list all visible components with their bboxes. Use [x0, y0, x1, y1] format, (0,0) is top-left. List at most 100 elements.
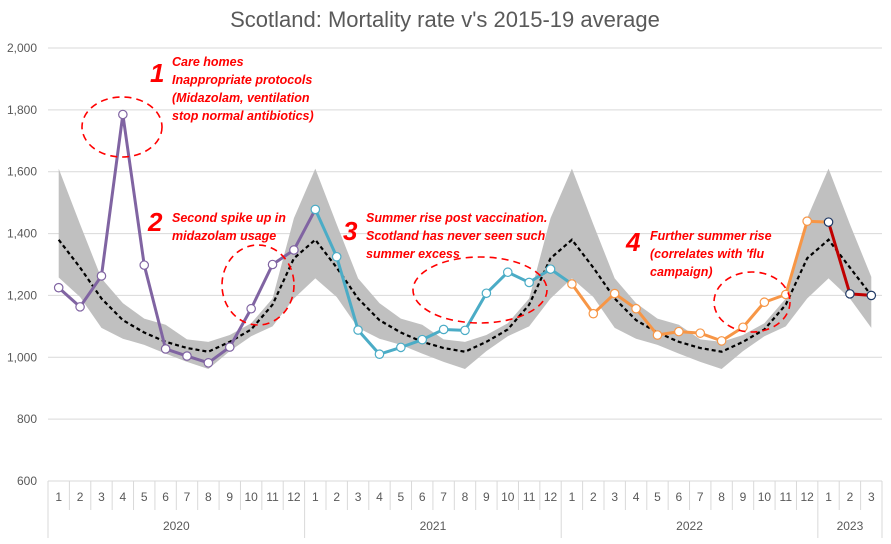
x-month-label: 1	[55, 490, 62, 504]
x-month-label: 8	[718, 490, 725, 504]
x-month-label: 6	[162, 490, 169, 504]
x-month-label: 9	[740, 490, 747, 504]
x-year-label: 2021	[420, 519, 447, 533]
annotation-text: Inappropriate protocols	[172, 73, 312, 87]
data-point-2020	[182, 351, 192, 361]
y-tick-label: 1,000	[7, 350, 37, 364]
x-month-label: 8	[462, 490, 469, 504]
data-point-2022	[716, 336, 727, 346]
x-month-label: 2	[333, 490, 340, 504]
data-point-2022	[567, 279, 577, 289]
annotation-text: Care homes	[172, 55, 244, 69]
annotations: 1 Care homes Inappropriate protocols (Midaz…	[81, 55, 791, 333]
x-month-label: 2	[77, 490, 84, 504]
annotation-ellipse	[412, 256, 548, 324]
x-month-label: 8	[205, 490, 212, 504]
data-point-2021	[331, 251, 342, 262]
x-month-label: 3	[98, 490, 105, 504]
x-month-label: 12	[544, 490, 558, 504]
x-month-label: 5	[141, 490, 148, 504]
x-month-label: 1	[825, 490, 832, 504]
data-point-2021	[545, 264, 556, 274]
y-tick-label: 1,600	[7, 165, 37, 179]
data-point-2021	[353, 325, 363, 335]
data-point-2021	[438, 324, 449, 335]
data-point-2020	[246, 303, 256, 314]
data-point-2021	[524, 277, 534, 288]
y-tick-label: 1,200	[7, 288, 37, 302]
annotation-ellipse	[713, 271, 791, 333]
x-month-label: 1	[569, 490, 576, 504]
x-month-label: 4	[633, 490, 640, 504]
x-month-label: 5	[398, 490, 405, 504]
x-month-label: 9	[226, 490, 233, 504]
chart-title: Scotland: Mortality rate v's 2015-19 ave…	[230, 7, 660, 32]
x-month-label: 12	[287, 490, 301, 504]
data-point-2023	[866, 290, 877, 301]
annotation-ellipse	[221, 244, 295, 326]
data-point-2022	[652, 330, 663, 340]
data-point-2021	[374, 349, 385, 359]
x-month-label: 7	[440, 490, 447, 504]
range-band	[58, 168, 872, 370]
y-tick-label: 1,400	[7, 227, 37, 241]
data-point-2020	[289, 245, 299, 255]
annotation-number: 1	[150, 58, 164, 88]
data-point-2021	[310, 204, 321, 215]
annotation-text: campaign)	[650, 265, 713, 279]
annotation-text: summer excess	[366, 247, 460, 261]
x-month-label: 1	[312, 490, 319, 504]
data-point-2021	[481, 288, 492, 299]
annotation-text: Scotland has never seen such	[366, 229, 546, 243]
series-lines	[53, 109, 877, 368]
data-point-2023	[823, 217, 834, 227]
x-month-label: 5	[654, 490, 661, 504]
annotation-text: (correlates with 'flu	[650, 247, 764, 261]
data-point-2021	[396, 342, 406, 353]
annotation-number: 4	[625, 227, 641, 257]
x-month-label: 4	[120, 490, 127, 504]
data-point-2023	[845, 289, 855, 299]
x-month-label: 2	[590, 490, 597, 504]
x-month-label: 7	[184, 490, 191, 504]
x-month-label: 11	[266, 490, 279, 504]
data-point-2020	[96, 271, 107, 281]
x-year-label: 2023	[837, 519, 864, 533]
annotation-ellipse	[81, 96, 163, 158]
data-point-2022	[802, 216, 812, 226]
annotation-text: Summer rise post vaccination.	[366, 211, 547, 225]
y-axis: 600 800 1,000 1,200 1,400 1,600 1,800 2,000	[7, 41, 37, 488]
y-tick-label: 600	[17, 474, 37, 488]
y-tick-label: 2,000	[7, 41, 37, 55]
x-month-label: 9	[483, 490, 490, 504]
range-band-area	[58, 168, 872, 370]
data-point-2020	[75, 302, 85, 312]
x-axis: 1 2 3 4 5 6 7 8 9 10 11 12 1 2 3 4 5 6 7 8 9 10 11 12 1 2 3 4 5 6 7 8 9 1…	[47, 480, 883, 538]
x-year-label: 2020	[163, 519, 190, 533]
annotation-text: Second spike up in	[172, 211, 286, 225]
x-month-label: 4	[376, 490, 383, 504]
data-point-2020	[160, 344, 171, 354]
x-month-label: 12	[800, 490, 814, 504]
x-month-label: 10	[501, 490, 515, 504]
data-point-2022	[588, 308, 599, 319]
x-month-label: 7	[697, 490, 704, 504]
data-point-2020	[118, 109, 128, 120]
x-month-label: 11	[780, 490, 793, 504]
data-point-2022	[609, 288, 620, 299]
x-month-label: 6	[419, 490, 426, 504]
x-month-label: 3	[611, 490, 618, 504]
x-month-label: 6	[676, 490, 683, 504]
x-month-label: 10	[244, 490, 258, 504]
annotation-text: Further summer rise	[650, 229, 772, 243]
data-point-2022	[695, 328, 706, 338]
data-point-2021	[502, 267, 513, 278]
x-month-label: 3	[868, 490, 875, 504]
data-point-2020	[139, 260, 150, 270]
data-point-2022	[759, 297, 770, 308]
annotation-text: midazolam usage	[172, 229, 276, 243]
annotation-number: 3	[343, 216, 358, 246]
data-point-2020	[203, 358, 214, 368]
